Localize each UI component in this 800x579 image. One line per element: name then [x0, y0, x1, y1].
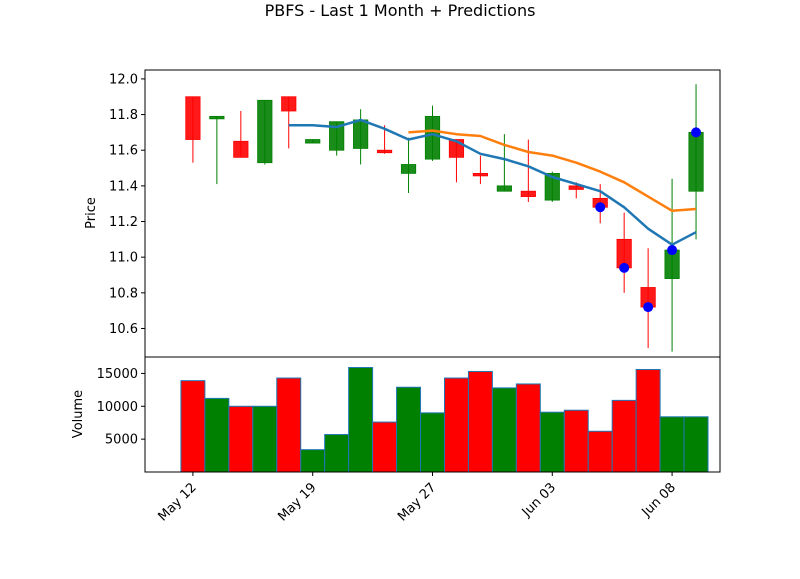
price-y-tick-label: 11.2 — [109, 215, 138, 230]
price-panel: 10.6 10.8 11.0 11.2 11.4 11.6 11.8 12.0 Price — [84, 69, 721, 358]
volume-bar — [228, 405, 254, 473]
volume-bar — [635, 368, 661, 473]
moving-average-long-line — [408, 129, 697, 213]
prediction-point — [619, 262, 630, 273]
volume-bar — [180, 380, 206, 473]
candle-body — [209, 115, 225, 120]
candle-body — [400, 164, 417, 174]
price-y-tick-label: 11.4 — [109, 179, 138, 194]
volume-bar — [300, 449, 326, 473]
price-axis-label: Price — [84, 197, 99, 229]
volume-y-tick-label: 5000 — [105, 433, 138, 448]
volume-bar — [683, 416, 709, 473]
volume-y-axis: 5000 10000 15000 — [97, 367, 145, 448]
chart-title: PBFS - Last 1 Month + Predictions — [265, 1, 536, 20]
x-tick-label: May 12 — [156, 480, 200, 524]
x-tick-label: Jun 03 — [519, 480, 559, 520]
candle-body — [185, 96, 201, 140]
volume-bar — [396, 386, 422, 473]
volume-bar — [515, 383, 541, 473]
volume-bar — [276, 377, 302, 473]
volume-y-tick-label: 15000 — [97, 367, 138, 382]
volume-bar — [372, 421, 398, 473]
volume-bar — [611, 399, 637, 473]
price-y-tick-label: 11.0 — [109, 251, 138, 266]
candle-body — [233, 140, 249, 158]
volume-bar — [324, 434, 350, 473]
x-tick-label: May 27 — [395, 480, 439, 524]
volume-bar — [420, 412, 445, 473]
candle-body — [257, 99, 273, 164]
volume-bar — [467, 370, 493, 473]
moving-average-short-line — [288, 118, 697, 246]
volume-bar — [659, 416, 685, 473]
candle-body — [281, 96, 297, 112]
volume-bar — [252, 405, 278, 473]
prediction-point — [667, 245, 678, 256]
candle-body — [688, 131, 704, 192]
volume-bar — [539, 411, 565, 473]
volume-axis-label: Volume — [71, 390, 86, 438]
candle-body — [353, 119, 369, 149]
candle-body — [544, 172, 560, 201]
price-y-tick-label: 10.8 — [109, 286, 138, 301]
prediction-point — [691, 127, 702, 138]
price-y-tick-label: 10.6 — [109, 322, 138, 337]
candle-body — [305, 139, 321, 144]
volume-bar — [563, 409, 589, 473]
price-y-tick-label: 11.8 — [109, 108, 138, 123]
volume-bar-series — [180, 367, 709, 473]
price-y-tick-label: 12.0 — [109, 72, 138, 87]
volume-y-tick-label: 10000 — [97, 400, 138, 415]
prediction-point — [643, 302, 654, 313]
volume-bar — [587, 430, 613, 473]
prediction-point — [595, 202, 606, 213]
price-y-axis: 10.6 10.8 11.0 11.2 11.4 11.6 11.8 12.0 — [109, 72, 145, 337]
candle-body — [376, 149, 393, 154]
candle-body — [472, 172, 489, 177]
volume-panel: 5000 10000 15000 Volume — [71, 356, 721, 473]
candle-body — [496, 185, 512, 192]
candle-body — [329, 121, 345, 151]
volume-bar — [443, 377, 469, 473]
volume-bar — [348, 367, 374, 473]
prediction-points — [595, 127, 702, 313]
price-y-tick-label: 11.6 — [109, 144, 138, 159]
candlestick-series — [185, 84, 704, 352]
moving-average-lines — [288, 118, 697, 246]
candle-body — [424, 115, 441, 160]
volume-bar — [491, 387, 517, 473]
candle-body — [520, 190, 536, 197]
candle-body — [568, 185, 584, 190]
x-axis: May 12 May 19 May 27 Jun 03 Jun 08 — [156, 472, 679, 524]
x-tick-label: May 19 — [275, 480, 319, 524]
x-tick-label: Jun 08 — [639, 480, 679, 520]
volume-bar — [204, 397, 230, 473]
